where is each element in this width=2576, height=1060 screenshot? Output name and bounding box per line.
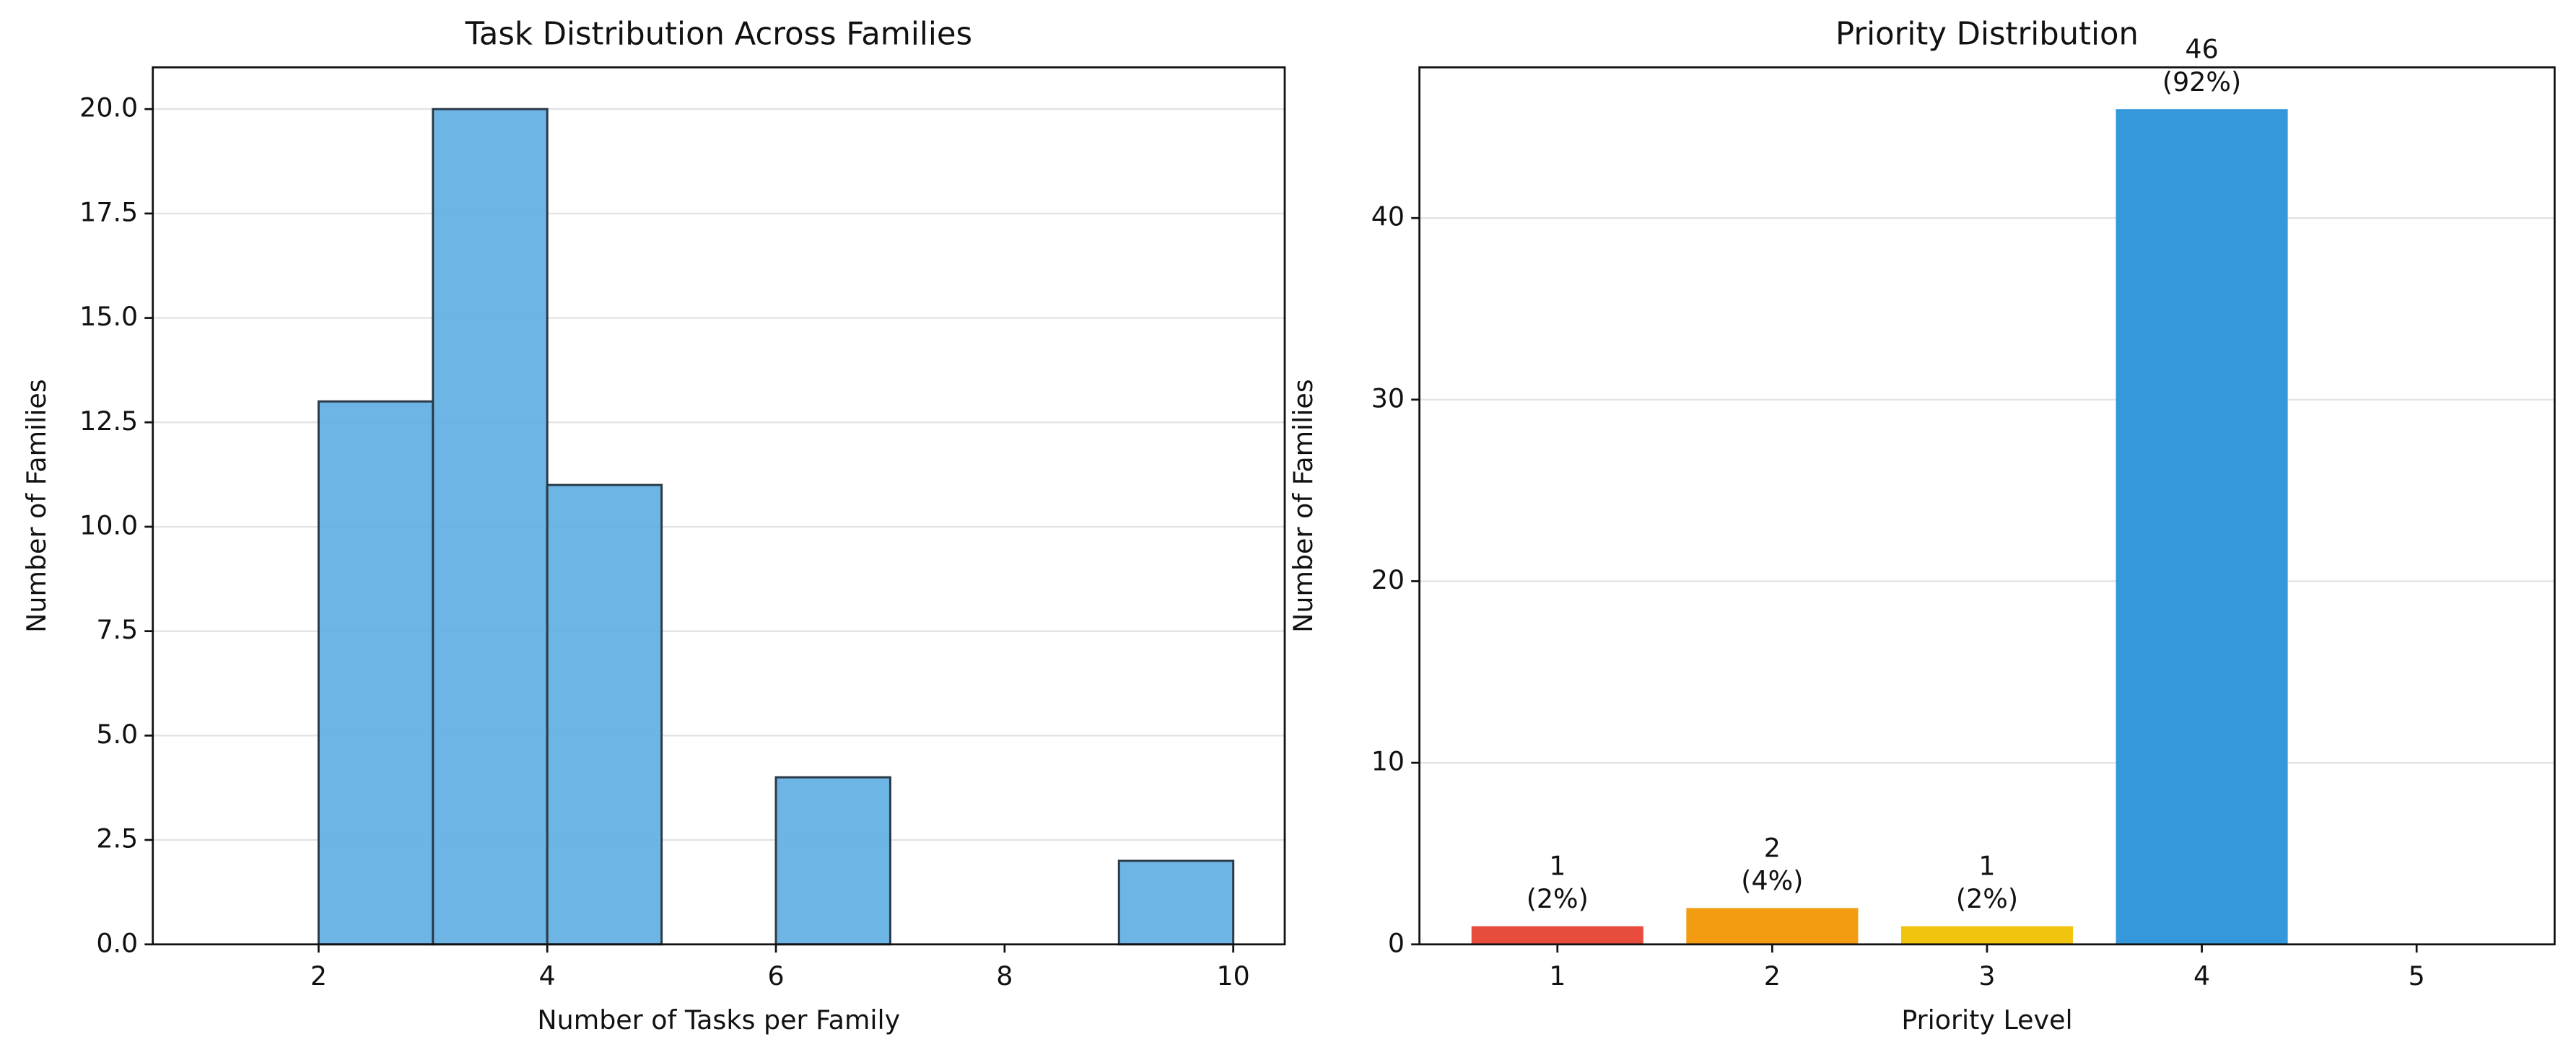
x-axis-label: Number of Tasks per Family [537,1004,900,1035]
data-label: 2 (4%) [1741,832,1803,896]
bar [1900,926,2074,945]
histogram-bar [432,108,549,946]
y-axis-label: Number of Families [21,379,52,633]
y-tick-label: 2.5 [96,823,138,854]
data-label-line: 1 [1978,850,1995,881]
y-tick-label: 10.0 [79,509,138,540]
y-tick-label: 20.0 [79,92,138,123]
x-tick-label: 10 [1217,960,1250,991]
data-label: 46 (92%) [2162,33,2241,97]
x-tick-label: 4 [539,960,556,991]
bar [2116,109,2288,945]
x-tick-label: 2 [310,960,327,991]
y-tick-label: 17.5 [79,196,138,227]
data-label-line: (92%) [2162,66,2241,97]
y-axis-label: Number of Families [1288,379,1319,633]
x-tick-label: 1 [1549,960,1566,991]
histogram-bar [546,483,663,946]
x-axis-label: Priority Level [1901,1004,2072,1035]
data-label: 1 (2%) [1527,850,1589,914]
histogram-bar [1117,859,1235,946]
data-label-line: 46 [2185,33,2218,64]
y-tick-label: 7.5 [96,614,138,645]
y-tick-label: 0.0 [96,927,138,958]
chart-title: Task Distribution Across Families [465,17,972,53]
x-tick-label: 8 [996,960,1013,991]
data-label-line: (4%) [1741,865,1803,896]
x-tick-label: 2 [1764,960,1781,991]
data-label-line: 2 [1764,832,1781,863]
plot-frame [152,66,1286,946]
x-tick-label: 5 [2409,960,2425,991]
data-label: 1 (2%) [1956,850,2018,914]
bar [1471,926,1643,945]
data-label-line: (2%) [1527,883,1589,914]
x-tick-label: 3 [1978,960,1995,991]
y-tick-label: 40 [1371,201,1405,232]
histogram-bar [317,400,435,946]
chart-title: Priority Distribution [1835,17,2139,53]
bar [1686,908,1859,945]
histogram-bar [774,776,891,946]
plot-frame [1418,66,2556,946]
data-label-line: (2%) [1956,883,2018,914]
x-tick-label: 6 [767,960,784,991]
y-tick-label: 0 [1388,927,1405,958]
y-tick-label: 20 [1371,564,1405,595]
y-tick-label: 30 [1371,382,1405,413]
y-tick-label: 15.0 [79,301,138,332]
y-tick-label: 5.0 [96,719,138,750]
y-tick-label: 12.5 [79,406,138,437]
data-label-line: 1 [1549,850,1566,881]
x-tick-label: 4 [2193,960,2210,991]
y-tick-label: 10 [1371,746,1405,777]
